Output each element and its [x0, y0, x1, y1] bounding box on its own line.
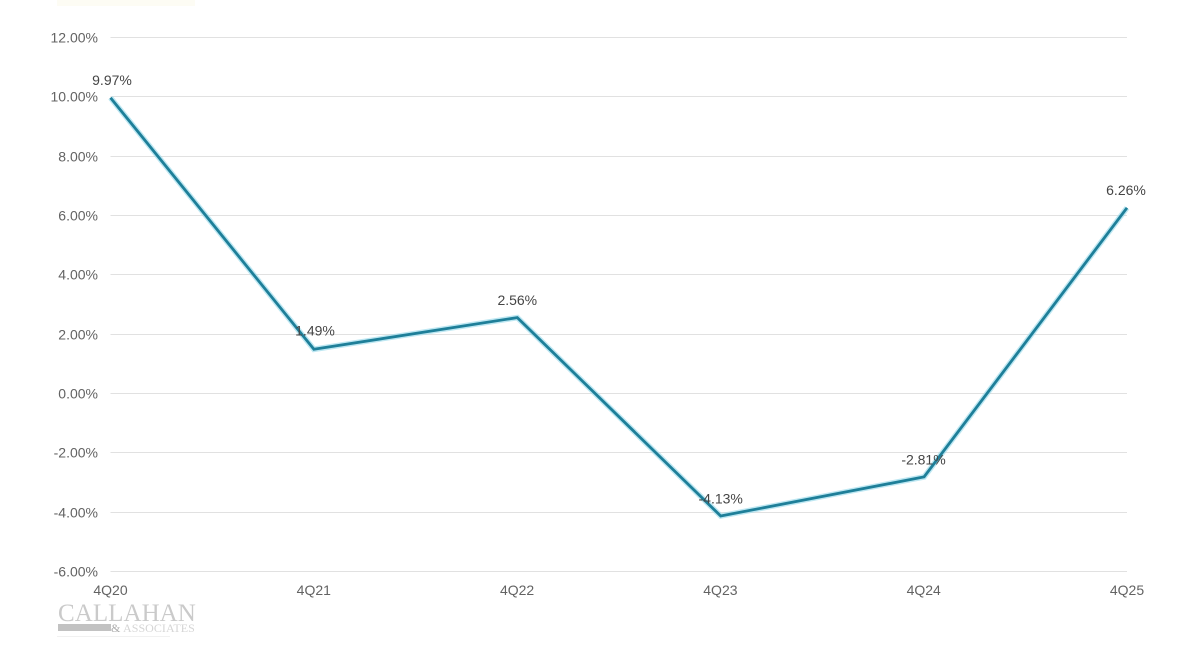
svg-text:&: & [111, 621, 121, 635]
svg-text:6.00%: 6.00% [58, 208, 98, 224]
svg-text:4Q25: 4Q25 [1110, 582, 1144, 598]
svg-text:6.26%: 6.26% [1106, 182, 1146, 198]
svg-text:0.00%: 0.00% [58, 386, 98, 402]
svg-text:4Q20: 4Q20 [93, 582, 127, 598]
svg-text:4Q21: 4Q21 [297, 582, 331, 598]
svg-text:2.56%: 2.56% [497, 292, 537, 308]
svg-text:-4.13%: -4.13% [699, 490, 743, 506]
svg-text:-2.81%: -2.81% [901, 452, 945, 468]
svg-text:-6.00%: -6.00% [54, 564, 98, 580]
svg-text:4Q22: 4Q22 [500, 582, 534, 598]
svg-text:4Q23: 4Q23 [703, 582, 737, 598]
svg-text:2.00%: 2.00% [58, 327, 98, 343]
svg-text:ASSOCIATES: ASSOCIATES [123, 621, 195, 635]
svg-text:9.97%: 9.97% [92, 72, 132, 88]
svg-text:8.00%: 8.00% [58, 149, 98, 165]
svg-text:CALLAHAN: CALLAHAN [58, 600, 196, 627]
svg-text:4Q24: 4Q24 [907, 582, 941, 598]
svg-text:12.00%: 12.00% [51, 30, 98, 46]
svg-text:4.00%: 4.00% [58, 267, 98, 283]
svg-text:-4.00%: -4.00% [54, 505, 98, 521]
svg-text:-2.00%: -2.00% [54, 445, 98, 461]
svg-text:1.49%: 1.49% [295, 323, 335, 339]
svg-text:10.00%: 10.00% [51, 89, 98, 105]
